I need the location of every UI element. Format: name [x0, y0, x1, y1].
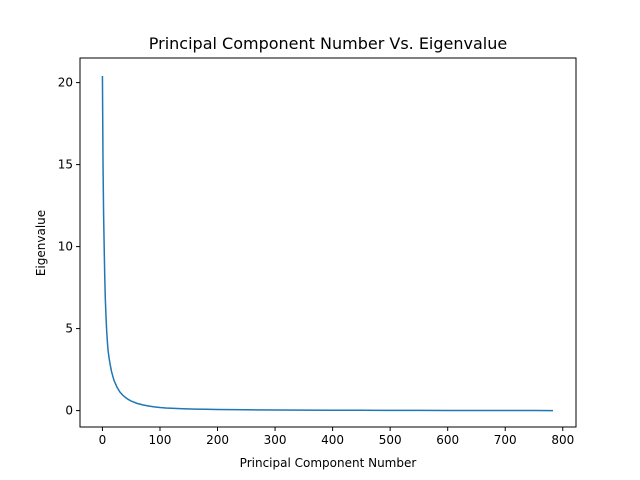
y-tick-label: 10	[58, 240, 73, 254]
x-tick-label: 400	[321, 433, 344, 447]
y-tick-label: 15	[58, 158, 73, 172]
y-axis-ticks: 0 5 10 15 20	[58, 76, 80, 418]
y-axis-label: Eigenvalue	[34, 210, 48, 276]
x-tick-label: 600	[436, 433, 459, 447]
series-layer	[101, 76, 553, 412]
x-axis-label: Principal Component Number	[240, 456, 417, 470]
x-tick-label: 100	[149, 433, 172, 447]
x-tick-label: 700	[494, 433, 517, 447]
y-tick-label: 20	[58, 76, 73, 90]
chart-title: Principal Component Number Vs. Eigenvalu…	[149, 34, 507, 53]
y-tick-label: 0	[65, 404, 73, 418]
x-tick-label: 300	[264, 433, 287, 447]
x-tick-label: 500	[379, 433, 402, 447]
x-tick-label: 0	[99, 433, 107, 447]
x-tick-label: 200	[206, 433, 229, 447]
eigenvalue-series-line	[101, 76, 553, 412]
plot-frame	[79, 57, 577, 428]
y-tick-label: 5	[65, 322, 73, 336]
x-tick-label: 800	[551, 433, 574, 447]
x-axis-ticks: 0 100 200 300 400 500 600 700 800	[99, 427, 574, 447]
